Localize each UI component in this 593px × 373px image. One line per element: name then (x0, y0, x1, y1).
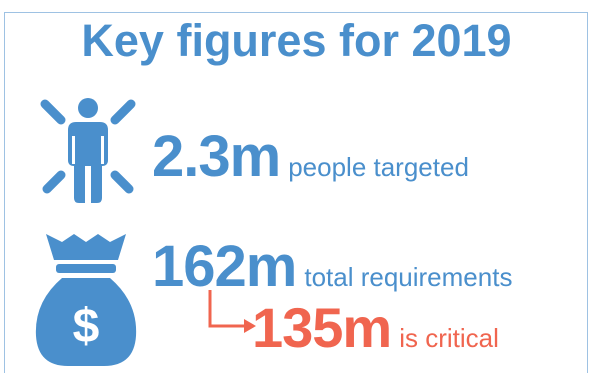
people-value: 2.3m (152, 124, 281, 189)
requirements-value: 162m (152, 234, 297, 299)
card-frame (4, 12, 588, 373)
arrow-icon (208, 290, 256, 333)
person-icon (40, 98, 136, 203)
critical-label: is critical (399, 323, 499, 353)
svg-text:$: $ (73, 300, 100, 353)
people-label: people targeted (288, 152, 469, 182)
requirements-label: total requirements (304, 262, 513, 292)
money-bag-icon: $ (35, 234, 137, 366)
critical-value: 135m (252, 296, 392, 359)
page-title: Key figures for 2019 (81, 15, 512, 66)
